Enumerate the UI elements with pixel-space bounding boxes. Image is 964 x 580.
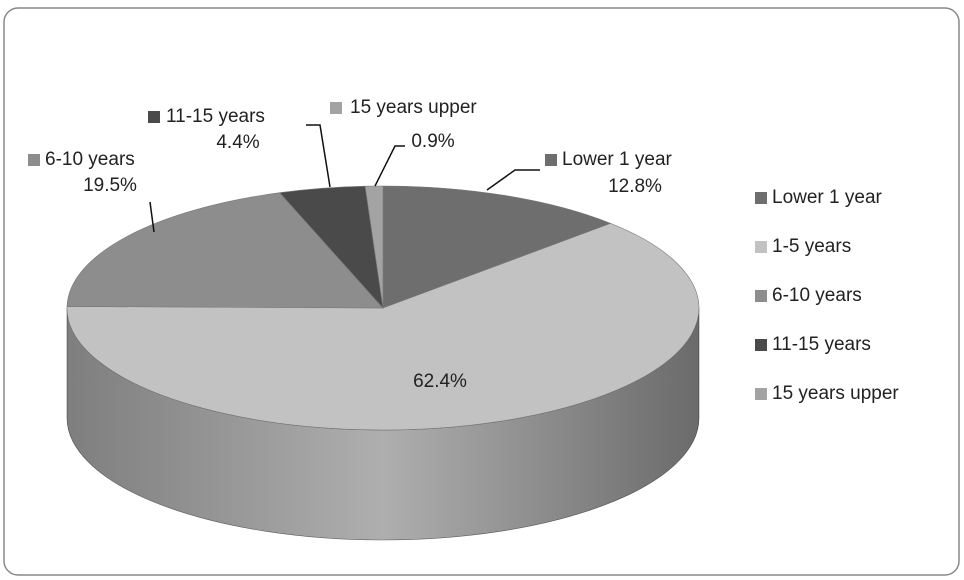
pie <box>66 185 700 541</box>
side-shade <box>67 308 699 540</box>
legend-label: 15 years upper <box>772 383 899 404</box>
data-label: 12.8% <box>608 176 662 197</box>
slice <box>364 185 384 309</box>
data-label-name: Lower 1 year <box>562 149 673 170</box>
legend-swatch <box>755 339 767 351</box>
legend-label: 11-15 years <box>772 334 871 355</box>
legend-swatch <box>755 290 767 302</box>
label-swatch <box>148 111 160 123</box>
legend-label: 1-5 years <box>772 236 851 257</box>
leader-line <box>306 124 331 188</box>
data-label-name: 11-15 years <box>166 106 265 127</box>
labels: Lower 1 year 12.8% 62.4% 6-10 years 19.5% 11-… <box>28 97 673 392</box>
data-label: 0.9% <box>411 131 454 152</box>
slice <box>66 192 384 309</box>
legend-label: 6-10 years <box>772 285 862 306</box>
data-label-name: 6-10 years <box>45 149 135 170</box>
legend-swatch <box>755 192 767 204</box>
legend-label: Lower 1 year <box>772 187 883 208</box>
label-swatch <box>330 102 342 114</box>
slice <box>382 185 612 309</box>
slice <box>66 223 700 431</box>
label-swatch <box>28 154 40 166</box>
data-label: 4.4% <box>216 132 259 153</box>
data-label: 19.5% <box>83 175 137 196</box>
label-swatch <box>545 154 557 166</box>
legend-swatch <box>755 388 767 400</box>
leader-line <box>486 169 540 191</box>
leader-line <box>149 201 155 233</box>
data-label-name: 15 years upper <box>350 97 477 118</box>
data-label: 62.4% <box>413 371 467 392</box>
legend-swatch <box>755 241 767 253</box>
leader-line <box>374 145 405 187</box>
